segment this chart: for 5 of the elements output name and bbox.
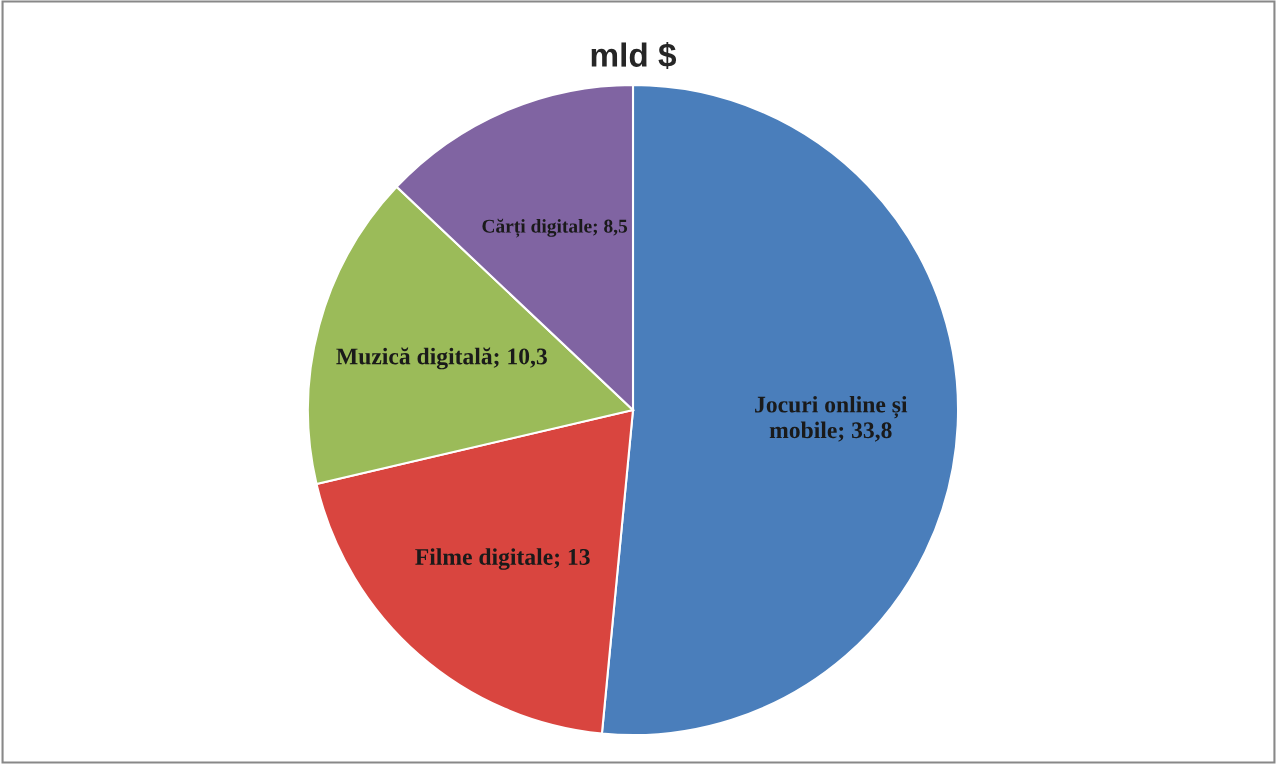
slice-label: Filme digitale; 13: [415, 548, 590, 570]
slice-label: Muzică digitală; 10,3: [336, 347, 547, 370]
slice-label: Jocuri online și mobile; 33,8: [755, 395, 908, 442]
chart-title: mld $: [591, 41, 677, 70]
slice-label: Cărți digitale; 8,5: [482, 218, 628, 238]
